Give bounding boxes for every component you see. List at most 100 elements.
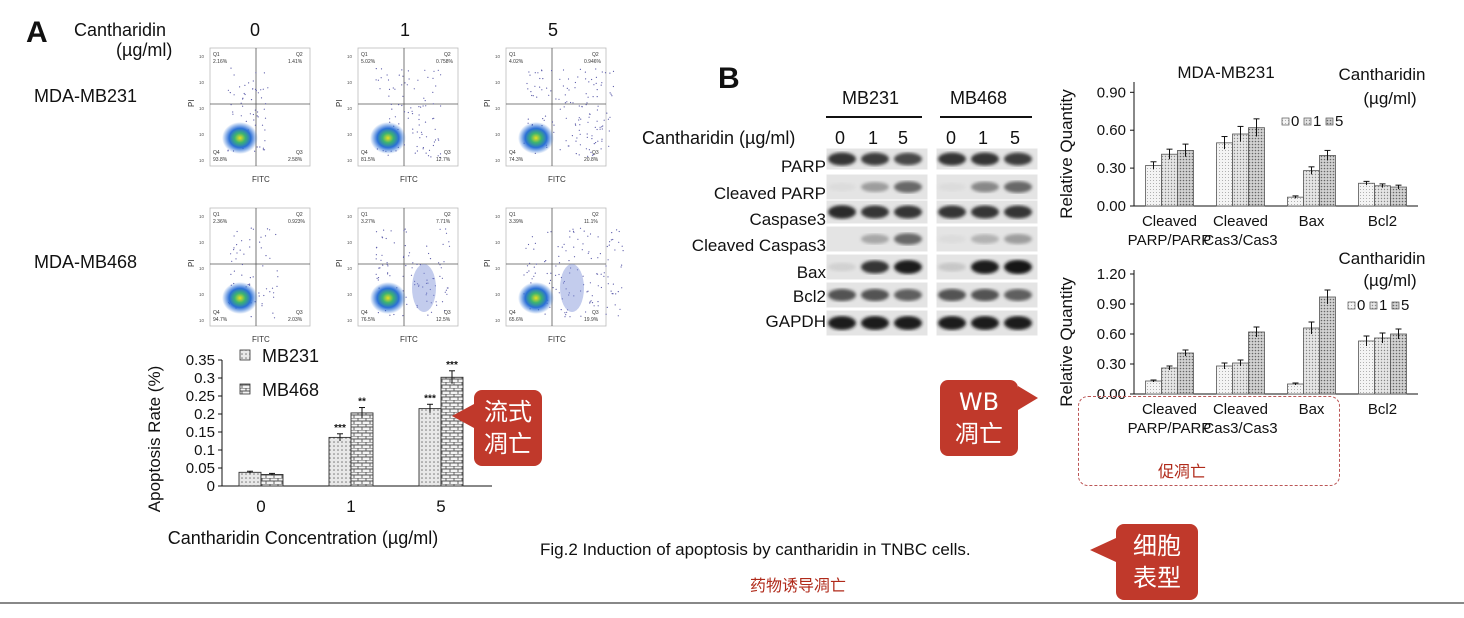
event-dot <box>398 123 400 125</box>
event-dot <box>612 70 615 72</box>
q2-value: 0.946% <box>584 59 602 65</box>
event-dot <box>254 109 256 111</box>
event-dot <box>240 115 242 117</box>
flow-ylabel: PI <box>187 99 196 107</box>
blot-band <box>861 152 889 166</box>
event-dot <box>242 98 244 100</box>
population-blob <box>370 282 406 314</box>
event-dot <box>586 136 588 138</box>
event-dot <box>530 91 532 93</box>
flow-plot-frame <box>209 47 311 167</box>
q1-label: Q1 <box>213 212 220 218</box>
event-dot <box>563 243 565 245</box>
q3-label: Q3 <box>592 150 599 156</box>
bar <box>1358 182 1375 207</box>
callout-line-2: 凋亡 <box>484 430 532 458</box>
event-dot <box>591 138 593 140</box>
event-dot <box>621 264 623 266</box>
event-dot <box>539 77 541 80</box>
event-dot <box>230 104 232 106</box>
event-dot <box>412 128 414 130</box>
event-dot <box>257 111 259 113</box>
event-dot <box>565 250 567 252</box>
bar <box>1319 155 1336 207</box>
event-dot <box>591 135 593 137</box>
event-dot <box>594 126 596 128</box>
event-dot <box>411 267 413 269</box>
event-dot <box>529 262 531 264</box>
event-dot <box>609 92 611 94</box>
bar <box>1177 150 1194 207</box>
event-dot <box>609 241 611 243</box>
event-dot <box>593 143 595 145</box>
event-dot <box>600 148 602 150</box>
blot-band <box>828 316 856 330</box>
event-dot <box>445 232 448 234</box>
event-dot <box>441 301 444 303</box>
blot-band <box>894 289 922 301</box>
event-dot <box>606 112 608 114</box>
event-dot <box>550 272 552 274</box>
blot-band <box>894 260 922 274</box>
q3-value: 2.58% <box>288 157 303 163</box>
event-dot <box>385 237 387 240</box>
event-dot <box>591 302 594 304</box>
legend-label: 0 <box>1291 113 1299 130</box>
event-dot <box>583 230 585 232</box>
event-dot <box>596 120 598 122</box>
event-dot <box>402 95 404 97</box>
flow-ylabel: PI <box>483 259 492 267</box>
bar <box>1358 340 1375 395</box>
event-dot <box>566 311 568 313</box>
event-dot <box>551 70 553 72</box>
bar <box>328 436 352 487</box>
event-dot <box>377 312 379 314</box>
legend-title-unit: (µg/ml) <box>1363 89 1416 108</box>
flow-plot-frame <box>357 47 459 167</box>
event-dot <box>254 124 256 126</box>
x-tick-label: Cleaved <box>1142 401 1197 418</box>
event-dot <box>589 302 591 304</box>
legend-title: Cantharidin <box>1339 65 1426 84</box>
phenotype-line-2: 表型 <box>1133 564 1181 592</box>
q3-value: 2.03% <box>288 317 303 323</box>
q3-label: Q3 <box>296 310 303 316</box>
event-dot <box>574 123 576 125</box>
event-dot <box>541 89 543 91</box>
x-tick-label: Bcl2 <box>1368 213 1397 230</box>
row-label-mb468: MDA-MB468 <box>34 252 138 272</box>
blot-band <box>938 234 966 244</box>
event-dot <box>259 146 261 148</box>
event-dot <box>375 68 377 70</box>
event-dot <box>230 67 232 69</box>
event-dot <box>233 247 235 249</box>
event-dot <box>252 228 254 230</box>
q4-value: 81.5% <box>361 157 376 163</box>
event-dot <box>548 282 551 284</box>
flow-xlabel: FITC <box>252 175 270 184</box>
y-axis-label: Relative Quantity <box>1057 89 1076 219</box>
event-dot <box>600 286 602 289</box>
event-dot <box>430 311 433 313</box>
event-dot <box>420 131 423 133</box>
event-dot <box>229 92 231 94</box>
event-dot <box>240 102 242 104</box>
mb231-quantification-chart: 0.00 0.30 0.60 0.90 Relative Quantity Cleaved… <box>1057 63 1426 249</box>
event-dot <box>558 292 560 294</box>
legend-label: 1 <box>1379 297 1387 314</box>
event-dot <box>244 93 246 96</box>
unit-label: (µg/ml) <box>116 40 173 60</box>
q2-label: Q2 <box>444 212 451 218</box>
event-dot <box>587 290 589 292</box>
event-dot <box>418 284 420 286</box>
event-dot <box>433 141 435 143</box>
event-dot <box>582 243 584 245</box>
event-dot <box>595 68 597 70</box>
event-dot <box>439 275 441 277</box>
event-dot <box>609 116 611 118</box>
flow-tick-label: 10 <box>347 106 353 111</box>
event-dot <box>254 88 257 90</box>
event-dot <box>418 118 420 121</box>
event-dot <box>528 270 530 272</box>
event-dot <box>578 154 580 156</box>
